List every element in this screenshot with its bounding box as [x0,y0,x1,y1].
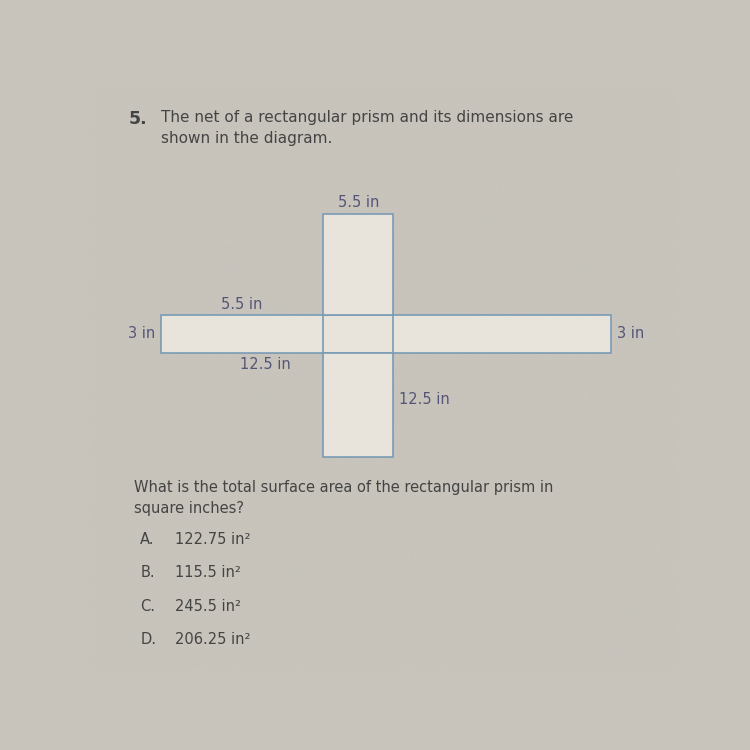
Text: 245.5 in²: 245.5 in² [175,598,242,613]
Bar [160,315,611,352]
Text: 5.5 in: 5.5 in [338,194,379,209]
Text: 12.5 in: 12.5 in [240,358,290,373]
Text: 206.25 in²: 206.25 in² [175,632,250,647]
Text: D.: D. [140,632,156,647]
Text: The net of a rectangular prism and its dimensions are
shown in the diagram.: The net of a rectangular prism and its d… [160,110,573,146]
Text: 122.75 in²: 122.75 in² [175,532,250,547]
Text: A.: A. [140,532,154,547]
Bar [323,352,393,457]
Text: What is the total surface area of the rectangular prism in
square inches?: What is the total surface area of the re… [134,480,554,516]
Text: 115.5 in²: 115.5 in² [175,566,241,580]
Text: 5.5 in: 5.5 in [221,297,262,312]
Text: C.: C. [140,598,155,613]
Text: B.: B. [140,566,154,580]
Text: 12.5 in: 12.5 in [399,392,450,407]
Bar [323,214,393,315]
Text: 5.: 5. [129,110,147,128]
Text: 3 in: 3 in [128,326,154,341]
Text: 3 in: 3 in [616,326,644,341]
